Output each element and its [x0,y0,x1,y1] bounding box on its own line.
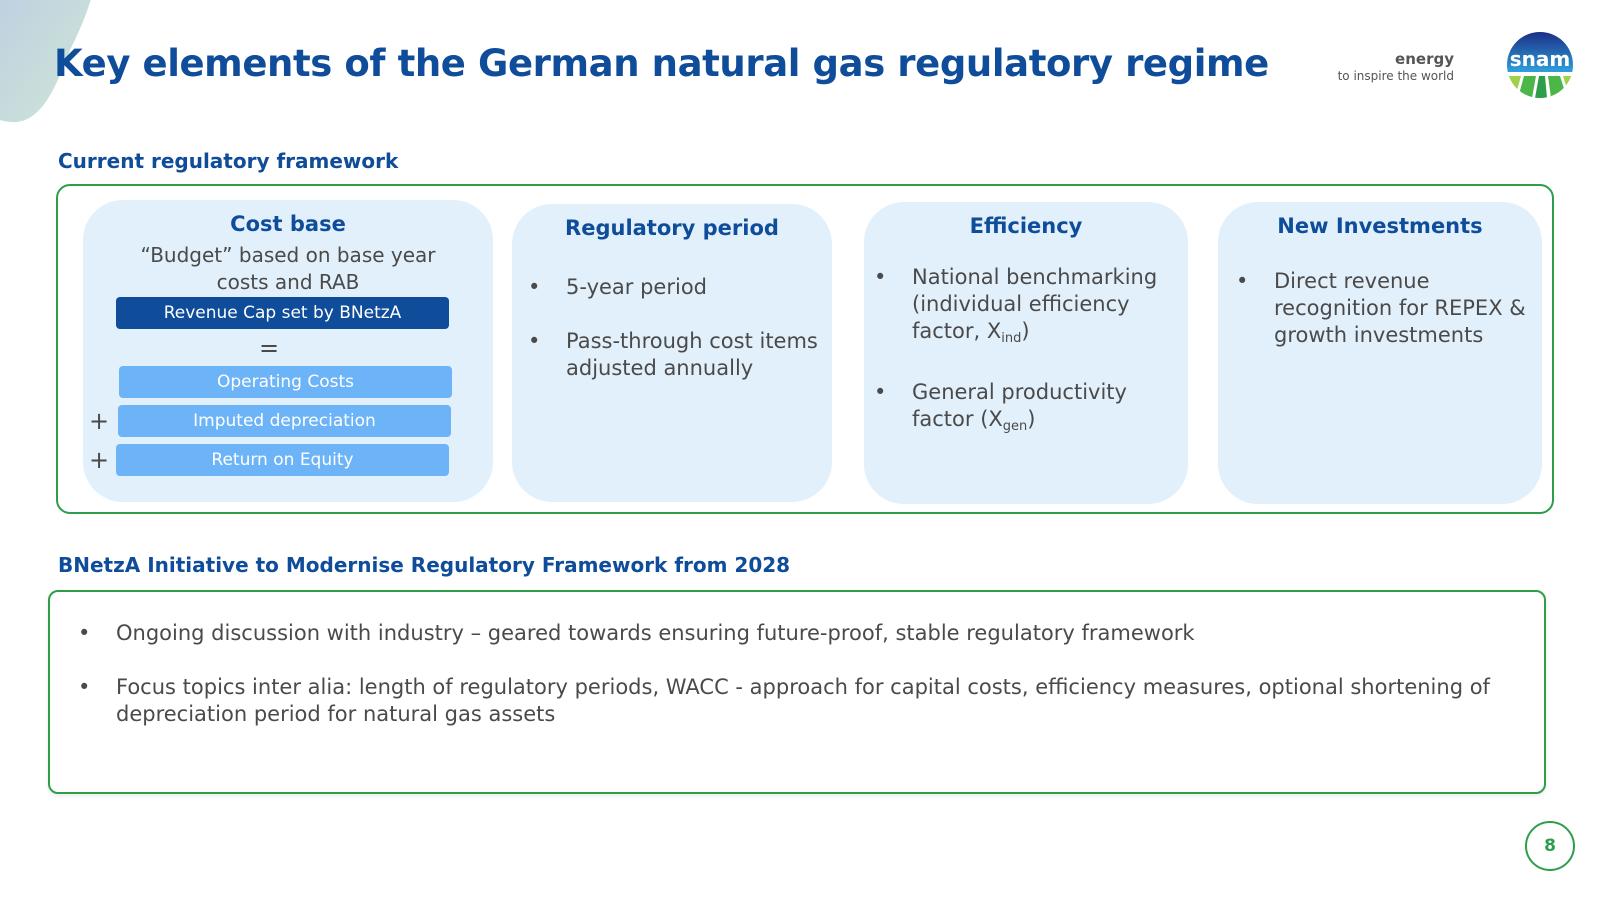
bullet-icon: • [528,275,541,299]
bullet-icon: • [78,675,91,699]
equals-sign: = [259,334,280,362]
list-item: • General productivity factor (Xgen) [874,379,1180,440]
bullet-list: • National benchmarking (individual effic… [874,264,1180,440]
list-item: • Direct revenue recognition for REPEX & … [1236,268,1536,349]
list-item: • Ongoing discussion with industry – gear… [78,620,1518,647]
plus-sign: + [89,407,110,435]
return-on-equity-bar: Return on Equity [116,444,449,476]
bullet-icon: • [78,621,91,645]
bnetza-initiative-frame: • Ongoing discussion with industry – gear… [48,590,1546,794]
card-title: Cost base [230,212,346,236]
cost-base-subtitle-line: costs and RAB [216,270,360,294]
imputed-depreciation-bar: Imputed depreciation [118,405,451,437]
bullet-text: Direct revenue recognition for REPEX & g… [1274,269,1526,347]
list-item: • 5-year period [528,274,828,301]
list-item: • Focus topics inter alia: length of regu… [78,674,1518,728]
bullet-icon: • [1236,269,1249,293]
section-label-bnetza-initiative: BNetzA Initiative to Modernise Regulator… [58,553,791,577]
card-title: New Investments [1277,214,1483,238]
bullet-icon: • [874,380,887,404]
bullet-text: Focus topics inter alia: length of regul… [116,675,1490,726]
cost-base-subtitle: “Budget” based on base year costs and RA… [83,242,493,296]
card-cost-base: Cost base “Budget” based on base year co… [83,200,493,502]
operating-costs-bar: Operating Costs [119,366,452,398]
bullet-text-close: ) [1021,319,1030,343]
card-new-investments: New Investments • Direct revenue recognit… [1218,202,1542,504]
cost-base-subtitle-line: “Budget” based on base year [140,243,436,267]
brand-line-energy: energy [1395,50,1454,68]
page-title: Key elements of the German natural gas r… [54,42,1269,85]
card-title: Regulatory period [565,216,779,240]
brand-line-tagline: to inspire the world [1337,69,1454,83]
bullet-icon: • [874,265,887,289]
list-item: • Pass-through cost items adjusted annual… [528,328,828,382]
current-framework-frame [56,184,1554,514]
plus-sign: + [89,446,110,474]
bullet-text: Pass-through cost items adjusted annuall… [566,329,818,380]
subscript: gen [1002,419,1028,434]
revenue-cap-bar: Revenue Cap set by BNetzA [116,297,449,329]
bullet-list: • Ongoing discussion with industry – gear… [78,620,1518,728]
bullet-text: Ongoing discussion with industry – geare… [116,621,1195,645]
section-label-current-framework: Current regulatory framework [58,149,399,173]
bullet-text: National benchmarking (individual effici… [912,265,1158,343]
decorative-corner-shape [0,0,91,123]
bullet-list: • Direct revenue recognition for REPEX & … [1236,268,1536,349]
subscript: ind [1001,331,1022,346]
bullet-list: • 5-year period • Pass-through cost items … [528,274,828,382]
card-regulatory-period: Regulatory period • 5-year period • Pass-t… [512,204,832,502]
snam-logo: snam [1507,32,1573,98]
bullet-text: General productivity factor (X [912,380,1127,431]
card-title: Efficiency [969,214,1083,238]
bullet-text: 5-year period [566,275,707,299]
card-efficiency: Efficiency • National benchmarking (indiv… [864,202,1188,504]
bullet-text-close: ) [1027,407,1036,431]
page-number: 8 [1525,821,1575,871]
bullet-icon: • [528,329,541,353]
logo-text: snam [1510,47,1570,71]
brand-tagline: energy to inspire the world [1338,50,1454,84]
list-item: • National benchmarking (individual effic… [874,264,1180,352]
